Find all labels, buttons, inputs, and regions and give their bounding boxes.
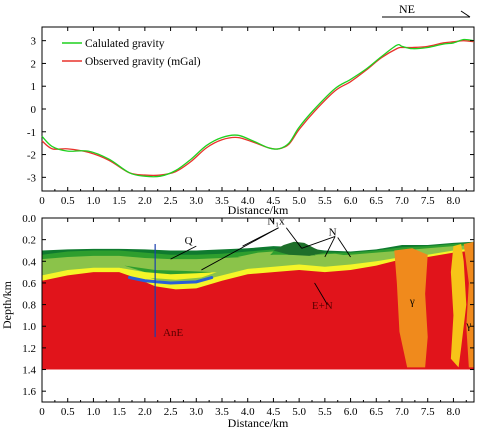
- x-tick-label: 5.0: [292, 406, 306, 418]
- x-tick-label: 7.5: [421, 406, 435, 418]
- geology-labels: Q N₁x N E+N AnE γ γ: [163, 215, 471, 338]
- geology-lines-group: [127, 227, 351, 338]
- label-leader-line: [170, 245, 197, 260]
- series-line-calculated: [41, 38, 475, 178]
- x-tick-label: 6.5: [369, 406, 383, 418]
- geology-body-granite_1: [394, 248, 428, 368]
- x-tick-label: 0.5: [61, 406, 75, 418]
- x-tick-label: 8.0: [447, 406, 461, 418]
- y-tick-label: 3: [31, 36, 37, 48]
- geology-body-granite_2: [463, 241, 474, 368]
- x-tick-label: 0: [39, 195, 45, 207]
- geology-body-yellow_lens: [119, 267, 217, 280]
- y-tick-label: 0.4: [22, 256, 36, 268]
- gravity-x-axis-title: Distance/km: [228, 203, 289, 217]
- label-leader-line: [301, 235, 336, 249]
- geology-plot-frame: [41, 217, 475, 403]
- geology-unit-label: N: [329, 226, 337, 238]
- geology-x-ticks: 0 0.5 1.0 1.5 2.0 2.5 3.0 3.5 4.0 4.5 5.0 5.5 6.0 6.5…: [39, 218, 467, 418]
- x-tick-label: 6.5: [369, 195, 383, 207]
- geology-bodies-group: [114, 241, 474, 368]
- geology-unit-label: Q: [185, 235, 193, 247]
- x-tick-label: 2.5: [164, 195, 178, 207]
- direction-arrow-head: [460, 10, 471, 18]
- x-tick-label: 5.0: [292, 195, 306, 207]
- label-leader-line: [314, 282, 328, 305]
- legend-label-observed: Observed gravity (mGal): [85, 56, 201, 68]
- y-tick-label: -2: [27, 150, 36, 162]
- geology-body-gold_1: [450, 243, 467, 368]
- geology-body-n1x_cap: [273, 241, 325, 256]
- gravity-profile-chart: 0 0.5 1.0 1.5 2.0 2.5 3.0 3.5 4.0 4.5 5.0 5.5 6.0 6.5…: [27, 26, 475, 217]
- x-tick-label: 5.5: [318, 406, 332, 418]
- geology-body-q_lens: [114, 259, 228, 273]
- gravity-series-group: [41, 38, 475, 178]
- x-tick-label: 1.0: [87, 406, 101, 418]
- x-tick-label: 6.0: [344, 195, 358, 207]
- y-tick-label: 0.6: [22, 278, 36, 290]
- x-tick-label: 0: [39, 406, 45, 418]
- y-tick-label: 0: [31, 104, 37, 116]
- x-tick-label: 4.0: [241, 406, 255, 418]
- x-tick-label: 1.5: [112, 195, 126, 207]
- geology-body-n_lens_left: [237, 251, 274, 260]
- geology-x-axis-title: Distance/km: [228, 416, 289, 430]
- geology-layer-basement: [42, 250, 474, 370]
- x-tick-label: 4.0: [241, 195, 255, 207]
- label-leader-line: [324, 236, 336, 258]
- y-tick-label: -1: [27, 127, 36, 139]
- x-tick-label: 3.5: [215, 406, 229, 418]
- geology-unit-label: AnE: [163, 327, 183, 339]
- y-tick-label: 2: [31, 58, 37, 70]
- y-tick-label: 0.8: [22, 300, 36, 312]
- x-tick-label: 7.0: [395, 195, 409, 207]
- geology-unit-label: γ: [409, 296, 415, 308]
- geology-y-axis-title: Depth/km: [0, 280, 14, 329]
- x-tick-label: 0.5: [61, 195, 75, 207]
- y-tick-label: 1.6: [22, 386, 36, 398]
- gravity-legend: Calulated gravity Observed gravity (mGal…: [62, 38, 201, 68]
- geology-body-n_lens_right: [314, 253, 356, 262]
- blue-horizon-line: [127, 276, 214, 285]
- y-tick-label: 1.4: [22, 365, 36, 377]
- x-tick-label: 5.5: [318, 195, 332, 207]
- y-tick-label: 0.2: [22, 235, 36, 247]
- y-tick-label: -3: [27, 172, 37, 184]
- direction-indicator: NE: [382, 2, 471, 18]
- x-tick-label: 1.5: [112, 406, 126, 418]
- geology-section-chart: 0 0.5 1.0 1.5 2.0 2.5 3.0 3.5 4.0 4.5 5.0 5.5 6.0 6.5…: [0, 213, 475, 430]
- x-tick-label: 6.0: [344, 406, 358, 418]
- x-tick-label: 8.0: [447, 195, 461, 207]
- legend-label-calculated: Calulated gravity: [85, 38, 165, 50]
- y-tick-label: 0.0: [22, 213, 36, 225]
- label-leader-line: [285, 227, 303, 249]
- y-tick-label: 1: [31, 81, 37, 93]
- x-tick-label: 2.0: [138, 406, 152, 418]
- x-tick-label: 2.0: [138, 195, 152, 207]
- geology-y-ticks: 0.0 0.2 0.4 0.6 0.8 1.0 1.2 1.4 1.6: [22, 213, 474, 398]
- x-tick-label: 4.5: [267, 195, 281, 207]
- x-tick-label: 3.0: [189, 406, 203, 418]
- x-tick-label: 4.5: [267, 406, 281, 418]
- x-tick-label: 7.5: [421, 195, 435, 207]
- geology-unit-label: E+N: [312, 300, 333, 312]
- x-tick-label: 3.5: [215, 195, 229, 207]
- geology-unit-label: N₁x: [267, 215, 285, 227]
- y-tick-label: 1.2: [22, 343, 36, 355]
- x-tick-label: 3.0: [189, 195, 203, 207]
- x-tick-label: 1.0: [87, 195, 101, 207]
- gravity-y-ticks: 3 2 1 0 -1 -2 -3: [27, 36, 474, 184]
- y-tick-label: 1.0: [22, 321, 36, 333]
- label-leader-line: [337, 237, 351, 258]
- gravity-plot-frame: [41, 26, 475, 192]
- label-leader-line: [201, 227, 279, 271]
- gravity-x-ticks: 0 0.5 1.0 1.5 2.0 2.5 3.0 3.5 4.0 4.5 5.0 5.5 6.0 6.5…: [39, 27, 467, 207]
- x-tick-label: 7.0: [395, 406, 409, 418]
- geology-unit-label: γ: [465, 319, 471, 331]
- direction-label: NE: [399, 2, 415, 16]
- x-tick-label: 2.5: [164, 406, 178, 418]
